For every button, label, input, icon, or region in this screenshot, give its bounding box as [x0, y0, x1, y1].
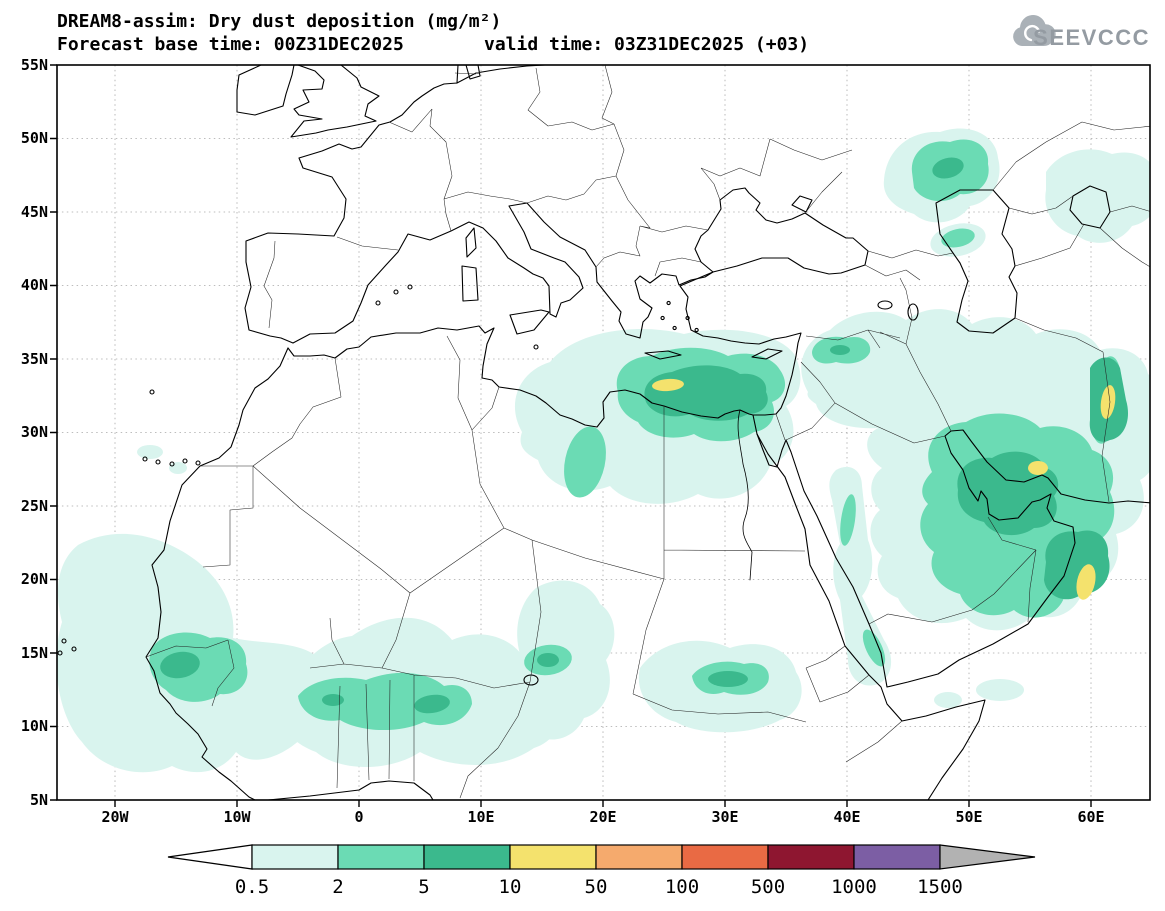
colorbar-segment: [595, 844, 683, 870]
lat-label: 30N: [21, 423, 48, 441]
dust-core-sahel-1: [414, 694, 450, 714]
coastline-islands: [57, 227, 783, 656]
colorbar-tick-label: 0.5: [235, 876, 269, 898]
lat-label: 50N: [21, 129, 48, 147]
colorbar-tick-label: 1500: [917, 876, 963, 898]
dust-region-egypt-green: [564, 426, 606, 498]
colorbar-tick-label: 1000: [831, 876, 877, 898]
dust-core-chad: [537, 653, 559, 667]
logo-text: SEEVCCC: [1033, 25, 1150, 50]
dust-core-caspian: [932, 157, 964, 179]
lat-label: 10N: [21, 717, 48, 735]
dust-region-canary-2: [169, 462, 187, 474]
river-nile: [737, 409, 753, 581]
coastlines: [57, 65, 1150, 800]
forecast-valid-time: valid time: 03Z31DEC2025 (+03): [484, 34, 809, 55]
dust-peak-oman: [1076, 564, 1096, 600]
dust-core-sahel-2: [322, 694, 344, 706]
lat-label: 55N: [21, 56, 48, 74]
page-title: DREAM8-assim: Dry dust deposition (mg/m²…: [57, 11, 501, 32]
dust-peak-hormuz: [1028, 461, 1048, 475]
lat-label: 15N: [21, 644, 48, 662]
borders-central-asia: [992, 121, 1150, 503]
colorbar-segment: [251, 844, 339, 870]
latitude-axis: 55N 50N 45N 40N 35N 30N 25N 20N 15N 10N …: [21, 56, 48, 809]
lat-label: 35N: [21, 350, 48, 368]
dust-core-senegal: [160, 651, 200, 679]
dust-region-azerbaijan-green: [941, 228, 975, 248]
lat-label: 25N: [21, 497, 48, 515]
colorbar-tick-label: 100: [665, 876, 699, 898]
colorbar-segment: [853, 844, 941, 870]
axis-ticks-bottom: [114, 800, 1092, 807]
colorbar-tick-label: 50: [585, 876, 608, 898]
dust-region-canary-1: [137, 445, 163, 459]
colorbar-arrow-right: [939, 844, 1036, 870]
cloud-icon: [1013, 15, 1056, 46]
colorbar-tick-label: 5: [418, 876, 429, 898]
lon-label: 10W: [223, 808, 251, 826]
colorbar-tick-label: 2: [332, 876, 343, 898]
dust-region-redsea-green-1: [840, 494, 856, 546]
longitude-axis: 20W 10W 0 10E 20E 30E 40E 50E 60E: [101, 808, 1104, 826]
colorbar-tick-label: 500: [751, 876, 785, 898]
colorbar-segment: [509, 844, 597, 870]
seevccc-logo: SEEVCCC: [1013, 15, 1150, 50]
borders-africa: [145, 335, 903, 799]
colorbar-tick-label: 10: [499, 876, 522, 898]
dust-region-sahel-green: [298, 672, 472, 731]
colorbar-segment: [337, 844, 425, 870]
colorbar: 0.5 2 5 10 50 100 500 1000 1500: [167, 844, 1036, 898]
lon-label: 30E: [711, 808, 738, 826]
axis-ticks-left: [50, 64, 57, 801]
colorbar-segment: [681, 844, 769, 870]
forecast-base-time: Forecast base time: 00Z31DEC2025: [57, 34, 404, 55]
dust-core-sudan: [708, 671, 748, 687]
lat-label: 20N: [21, 570, 48, 588]
dust-peak-east-iran: [1100, 385, 1116, 419]
dust-core-turkey: [830, 345, 850, 355]
dust-region-horn-2: [934, 692, 962, 708]
lon-label: 40E: [833, 808, 860, 826]
lon-label: 20W: [101, 808, 129, 826]
cloud-swirl-icon: [1024, 24, 1041, 42]
lon-label: 20E: [589, 808, 616, 826]
dust-layer-10-50: [652, 378, 1116, 600]
dust-peak-libya: [652, 378, 684, 392]
dust-region-redsea-green-2: [862, 629, 886, 667]
lon-label: 10E: [467, 808, 494, 826]
borders-middle-east: [775, 249, 1037, 625]
colorbar-segment: [423, 844, 511, 870]
colorbar-arrow-left: [167, 844, 253, 870]
coastline-africa: [145, 325, 986, 800]
lon-label: 0: [354, 808, 363, 826]
dust-region-central-asia: [1045, 149, 1150, 243]
borders-europe: [263, 65, 853, 329]
lat-label: 45N: [21, 203, 48, 221]
lat-label: 40N: [21, 276, 48, 294]
lon-label: 60E: [1077, 808, 1104, 826]
dust-region-horn-1: [976, 679, 1024, 701]
coastline-europe: [236, 65, 714, 344]
lon-label: 50E: [955, 808, 982, 826]
lat-label: 5N: [30, 791, 48, 809]
country-borders: [145, 65, 1150, 799]
colorbar-segment: [767, 844, 855, 870]
